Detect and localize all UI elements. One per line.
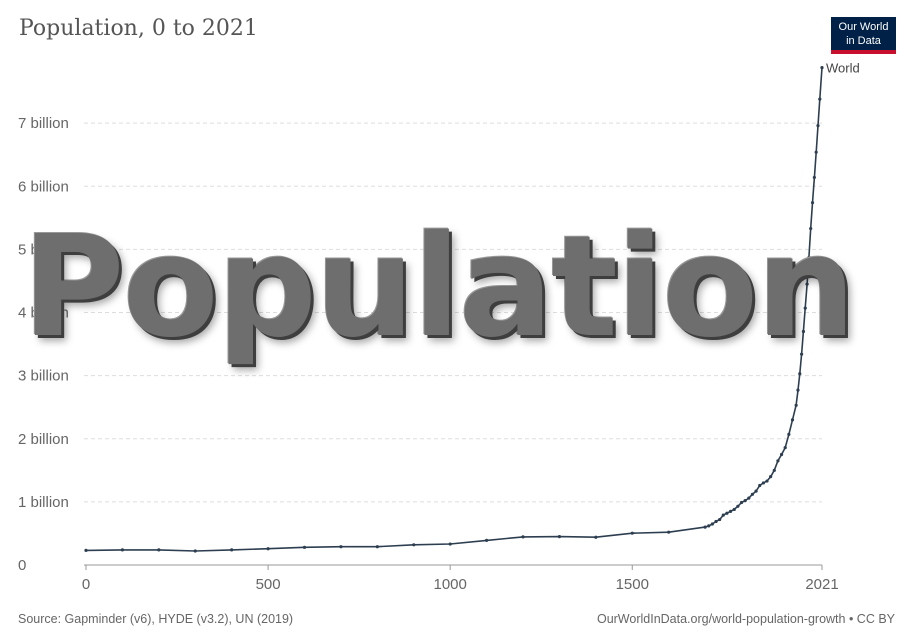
data-point — [754, 489, 758, 493]
owid-logo[interactable]: Our World in Data — [831, 17, 896, 54]
data-point — [630, 531, 634, 535]
data-point — [805, 282, 809, 286]
data-point — [230, 548, 234, 552]
x-tick-label: 1500 — [616, 576, 649, 593]
data-point — [732, 507, 736, 512]
data-point — [707, 524, 711, 528]
data-point — [783, 445, 787, 450]
data-point — [412, 543, 416, 547]
data-point — [375, 545, 379, 549]
data-point — [818, 97, 822, 101]
data-point — [521, 535, 525, 539]
data-point — [721, 513, 725, 517]
data-point — [710, 522, 714, 526]
data-point — [594, 535, 598, 539]
data-point — [787, 432, 791, 436]
logo-text-line2: in Data — [846, 35, 881, 47]
data-point — [801, 329, 806, 334]
data-point — [758, 483, 762, 488]
logo-text-line1: Our World — [838, 21, 889, 33]
data-point — [812, 175, 816, 180]
y-tick-label: 4 billion — [18, 305, 69, 322]
data-point — [120, 548, 125, 552]
data-point — [714, 519, 718, 524]
data-point — [739, 500, 744, 505]
data-point — [484, 538, 489, 542]
data-point — [728, 509, 733, 513]
data-point — [736, 504, 740, 508]
x-tick-label: 2021 — [805, 576, 838, 593]
data-point — [772, 468, 776, 472]
data-point — [448, 542, 452, 546]
license-link[interactable]: OurWorldInData.org/world-population-grow… — [596, 612, 895, 626]
data-point — [84, 548, 88, 552]
data-point — [743, 499, 747, 503]
data-point — [157, 548, 161, 552]
data-point — [810, 201, 815, 205]
y-tick-label: 2 billion — [18, 431, 69, 448]
y-tick-label: 1 billion — [18, 494, 69, 511]
data-point — [814, 150, 818, 154]
data-point — [761, 481, 765, 485]
data-point — [725, 511, 729, 515]
data-point — [302, 545, 307, 549]
data-point — [266, 547, 270, 551]
data-point — [800, 352, 804, 356]
y-tick-label: 7 billion — [18, 115, 69, 132]
data-point — [794, 403, 798, 407]
data-point — [820, 65, 824, 70]
data-point — [750, 492, 755, 496]
chart-title: Population, 0 to 2021 — [19, 16, 258, 41]
data-point — [193, 549, 197, 553]
x-tick-label: 0 — [82, 576, 90, 593]
data-point — [798, 372, 802, 376]
data-point — [339, 545, 343, 549]
data-point — [809, 226, 813, 231]
data-point — [803, 306, 807, 310]
data-point — [769, 475, 773, 479]
y-tick-label: 3 billion — [18, 368, 69, 385]
data-point — [667, 530, 671, 534]
series-label-world: World — [826, 61, 860, 76]
data-point — [747, 496, 751, 500]
data-point — [796, 388, 800, 392]
x-tick-label: 500 — [256, 576, 281, 593]
data-point — [776, 459, 780, 463]
data-point — [816, 124, 820, 128]
data-point — [703, 525, 707, 529]
y-tick-label: 6 billion — [18, 178, 69, 195]
x-tick-label: 1000 — [433, 576, 466, 593]
data-point — [718, 517, 722, 522]
watermark-text: Population — [22, 206, 856, 369]
data-point — [807, 255, 811, 260]
data-point — [779, 452, 784, 457]
data-point — [790, 418, 795, 422]
data-point — [557, 534, 562, 539]
data-point — [765, 479, 769, 483]
source-note[interactable]: Source: Gapminder (v6), HYDE (v3.2), UN … — [18, 612, 294, 626]
y-tick-label: 0 — [18, 557, 26, 574]
y-tick-label: 5 billion — [18, 241, 69, 258]
